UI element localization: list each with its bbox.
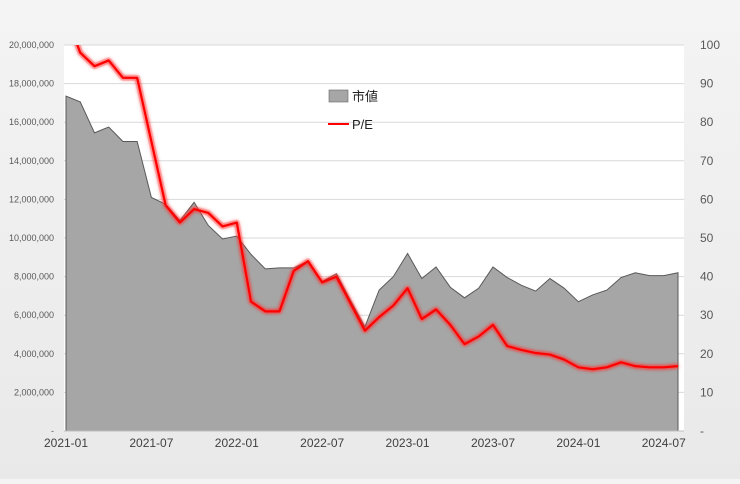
left-tick-label: 18,000,000: [9, 79, 54, 89]
legend-label-line: P/E: [352, 117, 373, 132]
left-y-axis: - 2,000,000 4,000,000 6,000,000 8,000,000 10,…: [9, 40, 54, 436]
left-tick-label: -: [51, 426, 54, 436]
right-tick-label: 100: [700, 38, 720, 52]
x-tick-label: 2023-01: [386, 436, 430, 450]
left-tick-label: 12,000,000: [9, 194, 54, 204]
x-tick-label: 2022-01: [215, 436, 259, 450]
left-tick-label: 10,000,000: [9, 233, 54, 243]
right-tick-label: 10: [700, 385, 714, 399]
x-tick-label: 2021-01: [44, 436, 88, 450]
left-tick-label: 20,000,000: [9, 40, 54, 50]
x-axis: 2021-01 2021-07 2022-01 2022-07 2023-01 2023-…: [44, 431, 686, 450]
right-tick-label: 70: [700, 154, 714, 168]
x-tick-label: 2024-01: [556, 436, 600, 450]
left-tick-label: 8,000,000: [14, 272, 54, 282]
legend-label-area: 市値: [352, 89, 378, 104]
right-tick-label: 20: [700, 347, 714, 361]
left-tick-label: 4,000,000: [14, 349, 54, 359]
right-y-axis: - 10 20 30 40 50 60 70 80 90 100: [700, 38, 720, 438]
right-tick-label: 30: [700, 308, 714, 322]
right-tick-label: 40: [700, 270, 714, 284]
x-tick-label: 2021-07: [129, 436, 173, 450]
right-tick-label: -: [700, 424, 704, 438]
left-tick-label: 2,000,000: [14, 387, 54, 397]
right-tick-label: 80: [700, 115, 714, 129]
right-tick-label: 60: [700, 192, 714, 206]
right-tick-label: 50: [700, 231, 714, 245]
x-tick-label: 2023-07: [471, 436, 515, 450]
left-tick-label: 16,000,000: [9, 117, 54, 127]
x-tick-label: 2024-07: [642, 436, 686, 450]
right-tick-label: 90: [700, 77, 714, 91]
legend-swatch-area: [329, 90, 348, 102]
x-tick-label: 2022-07: [300, 436, 344, 450]
left-tick-label: 6,000,000: [14, 310, 54, 320]
left-tick-label: 14,000,000: [9, 156, 54, 166]
